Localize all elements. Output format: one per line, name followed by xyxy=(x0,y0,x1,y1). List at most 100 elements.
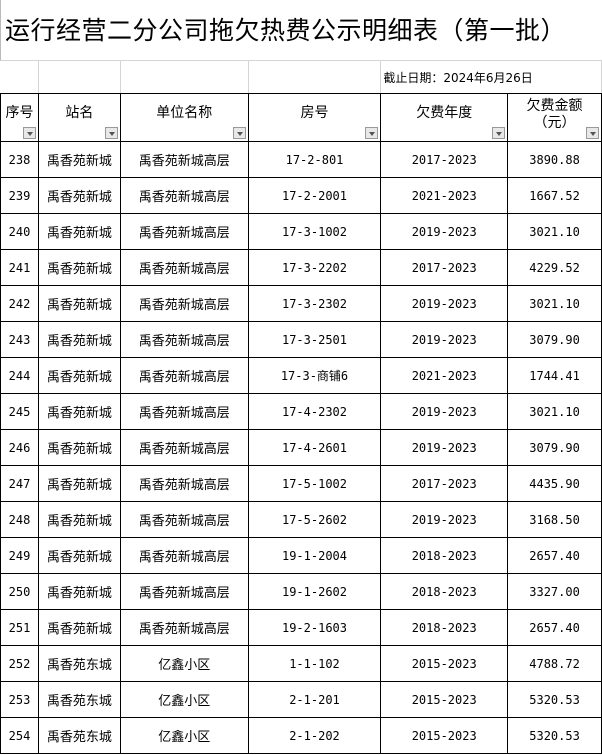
cell-serial[interactable]: 240 xyxy=(0,213,39,250)
cell-amount[interactable]: 5320.53 xyxy=(507,717,602,754)
cell-amount[interactable]: 5320.53 xyxy=(507,681,602,718)
filter-dropdown-icon[interactable] xyxy=(492,127,506,139)
cell-amount[interactable]: 3327.00 xyxy=(507,573,602,610)
cell-station[interactable]: 禹香苑新城 xyxy=(37,465,121,502)
cell-serial[interactable]: 242 xyxy=(0,285,39,322)
cell-serial[interactable]: 239 xyxy=(0,177,39,214)
cell-station[interactable]: 禹香苑新城 xyxy=(37,357,121,394)
cell-serial[interactable]: 241 xyxy=(0,249,39,286)
filter-dropdown-icon[interactable] xyxy=(586,127,599,139)
cell-years[interactable]: 2017-2023 xyxy=(380,141,509,178)
cell-room[interactable]: 17-2-801 xyxy=(247,141,382,178)
cell-amount[interactable]: 3890.88 xyxy=(507,141,602,178)
cell-years[interactable]: 2019-2023 xyxy=(380,321,509,358)
cell-amount[interactable]: 3021.10 xyxy=(507,285,602,322)
cell-years[interactable]: 2015-2023 xyxy=(380,681,509,718)
cell-unit[interactable]: 禹香苑新城高层 xyxy=(119,465,249,502)
cell-years[interactable]: 2017-2023 xyxy=(380,465,509,502)
cell-unit[interactable]: 亿鑫小区 xyxy=(119,717,249,754)
cell-room[interactable]: 17-4-2302 xyxy=(247,393,382,430)
cell-station[interactable]: 禹香苑东城 xyxy=(37,717,121,754)
cell-station[interactable]: 禹香苑东城 xyxy=(37,681,121,718)
cell-unit[interactable]: 禹香苑新城高层 xyxy=(119,177,249,214)
cell-station[interactable]: 禹香苑新城 xyxy=(37,213,121,250)
cell-room[interactable]: 17-3-2501 xyxy=(247,321,382,358)
cell-years[interactable]: 2019-2023 xyxy=(380,285,509,322)
cell-years[interactable]: 2018-2023 xyxy=(380,609,509,646)
cell-station[interactable]: 禹香苑新城 xyxy=(37,285,121,322)
cell-amount[interactable]: 2657.40 xyxy=(507,537,602,574)
cell-room[interactable]: 19-2-1603 xyxy=(247,609,382,646)
cell-years[interactable]: 2019-2023 xyxy=(380,501,509,538)
cell-serial[interactable]: 246 xyxy=(0,429,39,466)
cell-station[interactable]: 禹香苑新城 xyxy=(37,321,121,358)
cell-station[interactable]: 禹香苑东城 xyxy=(37,645,121,682)
cell-serial[interactable]: 245 xyxy=(0,393,39,430)
cell-years[interactable]: 2019-2023 xyxy=(380,429,509,466)
cell-room[interactable]: 17-4-2601 xyxy=(247,429,382,466)
filter-dropdown-icon[interactable] xyxy=(22,127,36,139)
cell-room[interactable]: 2-1-202 xyxy=(247,717,382,754)
cell-amount[interactable]: 4788.72 xyxy=(507,645,602,682)
cell-station[interactable]: 禹香苑新城 xyxy=(37,429,121,466)
cell-room[interactable]: 17-3-商铺6 xyxy=(247,357,382,394)
cell-unit[interactable]: 禹香苑新城高层 xyxy=(119,213,249,250)
cell-serial[interactable]: 248 xyxy=(0,501,39,538)
cell-station[interactable]: 禹香苑新城 xyxy=(37,393,121,430)
empty-cell[interactable] xyxy=(120,61,249,94)
cell-serial[interactable]: 252 xyxy=(0,645,39,682)
cell-amount[interactable]: 4435.90 xyxy=(507,465,602,502)
cell-unit[interactable]: 禹香苑新城高层 xyxy=(119,321,249,358)
cell-amount[interactable]: 1667.52 xyxy=(507,177,602,214)
cell-amount[interactable]: 3079.90 xyxy=(507,321,602,358)
cell-amount[interactable]: 3021.10 xyxy=(507,213,602,250)
filter-dropdown-icon[interactable] xyxy=(104,127,118,139)
cell-serial[interactable]: 254 xyxy=(0,717,39,754)
cell-serial[interactable]: 250 xyxy=(0,573,39,610)
cell-years[interactable]: 2019-2023 xyxy=(380,393,509,430)
cell-unit[interactable]: 禹香苑新城高层 xyxy=(119,249,249,286)
cell-amount[interactable]: 3168.50 xyxy=(507,501,602,538)
cell-unit[interactable]: 亿鑫小区 xyxy=(119,681,249,718)
cell-years[interactable]: 2021-2023 xyxy=(380,177,509,214)
cell-room[interactable]: 17-3-1002 xyxy=(247,213,382,250)
cell-station[interactable]: 禹香苑新城 xyxy=(37,249,121,286)
cell-years[interactable]: 2015-2023 xyxy=(380,717,509,754)
cell-unit[interactable]: 禹香苑新城高层 xyxy=(119,285,249,322)
cell-unit[interactable]: 禹香苑新城高层 xyxy=(119,609,249,646)
cell-serial[interactable]: 244 xyxy=(0,357,39,394)
cell-room[interactable]: 19-1-2602 xyxy=(247,573,382,610)
cell-room[interactable]: 17-2-2001 xyxy=(247,177,382,214)
cell-amount[interactable]: 3079.90 xyxy=(507,429,602,466)
cell-serial[interactable]: 243 xyxy=(0,321,39,358)
cell-amount[interactable]: 3021.10 xyxy=(507,393,602,430)
cell-years[interactable]: 2019-2023 xyxy=(380,213,509,250)
cell-serial[interactable]: 249 xyxy=(0,537,39,574)
cell-unit[interactable]: 禹香苑新城高层 xyxy=(119,429,249,466)
cell-years[interactable]: 2017-2023 xyxy=(380,249,509,286)
filter-dropdown-icon[interactable] xyxy=(232,127,246,139)
cell-serial[interactable]: 238 xyxy=(0,141,39,178)
cell-years[interactable]: 2018-2023 xyxy=(380,537,509,574)
empty-cell[interactable] xyxy=(38,61,121,94)
cell-station[interactable]: 禹香苑新城 xyxy=(37,537,121,574)
cell-amount[interactable]: 2657.40 xyxy=(507,609,602,646)
cell-room[interactable]: 17-5-2602 xyxy=(247,501,382,538)
cell-room[interactable]: 17-3-2302 xyxy=(247,285,382,322)
cell-room[interactable]: 17-3-2202 xyxy=(247,249,382,286)
cell-room[interactable]: 2-1-201 xyxy=(247,681,382,718)
cell-serial[interactable]: 251 xyxy=(0,609,39,646)
empty-cell[interactable] xyxy=(248,61,382,94)
cell-station[interactable]: 禹香苑新城 xyxy=(37,609,121,646)
cell-room[interactable]: 1-1-102 xyxy=(247,645,382,682)
cell-room[interactable]: 17-5-1002 xyxy=(247,465,382,502)
cell-unit[interactable]: 禹香苑新城高层 xyxy=(119,393,249,430)
cell-years[interactable]: 2021-2023 xyxy=(380,357,509,394)
cell-station[interactable]: 禹香苑新城 xyxy=(37,177,121,214)
cell-amount[interactable]: 4229.52 xyxy=(507,249,602,286)
cell-room[interactable]: 19-1-2004 xyxy=(247,537,382,574)
cell-station[interactable]: 禹香苑新城 xyxy=(37,573,121,610)
cell-unit[interactable]: 禹香苑新城高层 xyxy=(119,357,249,394)
cell-serial[interactable]: 253 xyxy=(0,681,39,718)
cell-station[interactable]: 禹香苑新城 xyxy=(37,501,121,538)
